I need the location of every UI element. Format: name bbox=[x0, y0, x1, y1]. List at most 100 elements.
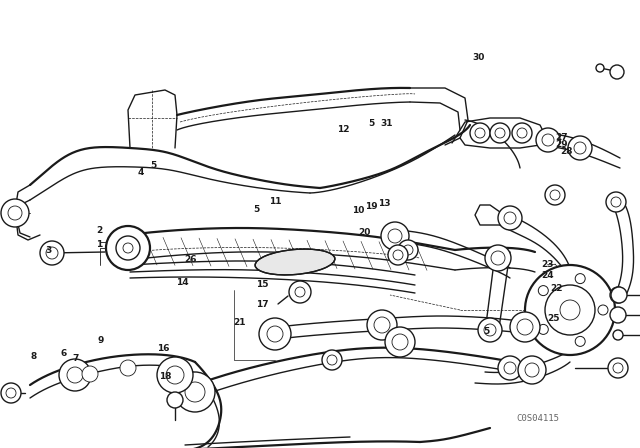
Text: 24: 24 bbox=[541, 271, 554, 280]
Circle shape bbox=[475, 128, 485, 138]
Text: 8: 8 bbox=[31, 352, 37, 361]
Circle shape bbox=[67, 367, 83, 383]
Text: 30: 30 bbox=[472, 53, 485, 62]
Text: 21: 21 bbox=[234, 318, 246, 327]
Circle shape bbox=[611, 197, 621, 207]
Text: 5: 5 bbox=[483, 327, 490, 336]
Circle shape bbox=[59, 359, 91, 391]
Circle shape bbox=[403, 245, 413, 255]
Text: 23: 23 bbox=[541, 260, 554, 269]
Circle shape bbox=[517, 128, 527, 138]
Circle shape bbox=[498, 356, 522, 380]
Circle shape bbox=[123, 243, 133, 253]
Circle shape bbox=[610, 65, 624, 79]
Circle shape bbox=[259, 318, 291, 350]
Circle shape bbox=[542, 134, 554, 146]
Text: 4: 4 bbox=[138, 168, 144, 177]
Circle shape bbox=[1, 383, 21, 403]
Text: 10: 10 bbox=[352, 206, 365, 215]
Circle shape bbox=[8, 206, 22, 220]
Text: 29: 29 bbox=[556, 140, 568, 149]
Circle shape bbox=[381, 222, 409, 250]
Circle shape bbox=[367, 310, 397, 340]
Circle shape bbox=[106, 226, 150, 270]
Text: C0S04115: C0S04115 bbox=[516, 414, 559, 423]
Circle shape bbox=[398, 240, 418, 260]
Text: 7: 7 bbox=[72, 354, 79, 363]
Circle shape bbox=[610, 287, 626, 303]
Circle shape bbox=[388, 245, 408, 265]
Circle shape bbox=[568, 136, 592, 160]
Circle shape bbox=[596, 64, 604, 72]
Circle shape bbox=[289, 281, 311, 303]
Circle shape bbox=[598, 305, 608, 315]
Circle shape bbox=[545, 285, 595, 335]
Circle shape bbox=[575, 274, 585, 284]
Circle shape bbox=[613, 330, 623, 340]
Circle shape bbox=[538, 286, 548, 296]
Text: 2: 2 bbox=[96, 226, 102, 235]
Circle shape bbox=[478, 318, 502, 342]
Circle shape bbox=[167, 392, 183, 408]
Circle shape bbox=[327, 355, 337, 365]
Text: 16: 16 bbox=[157, 344, 170, 353]
Text: 22: 22 bbox=[550, 284, 563, 293]
Circle shape bbox=[550, 190, 560, 200]
Circle shape bbox=[82, 366, 98, 382]
Circle shape bbox=[185, 382, 205, 402]
Text: 15: 15 bbox=[256, 280, 269, 289]
Circle shape bbox=[606, 192, 626, 212]
Text: 28: 28 bbox=[560, 147, 573, 156]
Circle shape bbox=[374, 317, 390, 333]
Circle shape bbox=[322, 350, 342, 370]
Circle shape bbox=[611, 287, 627, 303]
Circle shape bbox=[484, 324, 496, 336]
Text: 25: 25 bbox=[547, 314, 560, 323]
Circle shape bbox=[608, 358, 628, 378]
Text: 18: 18 bbox=[159, 372, 172, 381]
Circle shape bbox=[517, 319, 533, 335]
Text: 5: 5 bbox=[150, 161, 157, 170]
Circle shape bbox=[613, 363, 623, 373]
Circle shape bbox=[545, 185, 565, 205]
Text: 14: 14 bbox=[176, 278, 189, 287]
Circle shape bbox=[574, 142, 586, 154]
Circle shape bbox=[267, 326, 283, 342]
Text: 31: 31 bbox=[380, 119, 393, 128]
Circle shape bbox=[512, 123, 532, 143]
Text: 5: 5 bbox=[368, 119, 374, 128]
Circle shape bbox=[510, 312, 540, 342]
Text: 11: 11 bbox=[269, 197, 282, 206]
Circle shape bbox=[175, 372, 215, 412]
Circle shape bbox=[504, 212, 516, 224]
Text: 3: 3 bbox=[45, 246, 51, 255]
Circle shape bbox=[40, 241, 64, 265]
Circle shape bbox=[6, 388, 16, 398]
Text: 20: 20 bbox=[358, 228, 371, 237]
Circle shape bbox=[490, 123, 510, 143]
Circle shape bbox=[518, 356, 546, 384]
Circle shape bbox=[157, 357, 193, 393]
Circle shape bbox=[393, 250, 403, 260]
Text: 12: 12 bbox=[337, 125, 349, 134]
Circle shape bbox=[538, 324, 548, 334]
Circle shape bbox=[525, 265, 615, 355]
Ellipse shape bbox=[255, 249, 335, 275]
Circle shape bbox=[560, 300, 580, 320]
Circle shape bbox=[295, 287, 305, 297]
Circle shape bbox=[46, 247, 58, 259]
Circle shape bbox=[116, 236, 140, 260]
Circle shape bbox=[392, 334, 408, 350]
Text: 26: 26 bbox=[184, 255, 197, 264]
Circle shape bbox=[575, 336, 585, 346]
Circle shape bbox=[525, 363, 539, 377]
Text: 13: 13 bbox=[378, 199, 390, 208]
Text: 17: 17 bbox=[256, 300, 269, 309]
Circle shape bbox=[536, 128, 560, 152]
Circle shape bbox=[166, 366, 184, 384]
Text: 19: 19 bbox=[365, 202, 378, 211]
Circle shape bbox=[385, 327, 415, 357]
Circle shape bbox=[470, 123, 490, 143]
Circle shape bbox=[498, 206, 522, 230]
Text: 9: 9 bbox=[98, 336, 104, 345]
